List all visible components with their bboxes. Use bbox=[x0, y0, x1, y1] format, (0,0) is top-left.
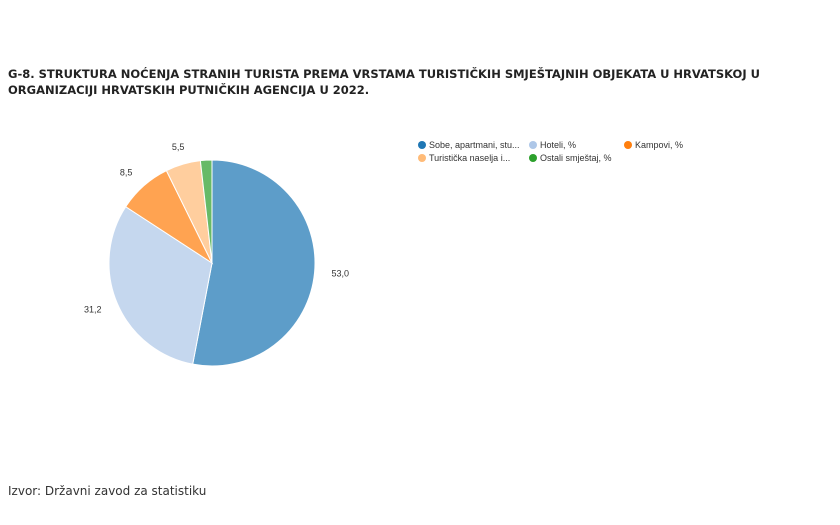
data-label: 5,5 bbox=[172, 142, 185, 152]
data-label: 53,0 bbox=[331, 269, 349, 279]
legend-label: Kampovi, % bbox=[635, 140, 684, 150]
pie-slice bbox=[192, 159, 316, 367]
legend-marker bbox=[624, 141, 632, 149]
chart-title: G-8. STRUKTURA NOĆENJA STRANIH TURISTA P… bbox=[8, 67, 760, 97]
legend-item[interactable]: Ostali smještaj, % bbox=[529, 153, 624, 163]
pie-slice bbox=[108, 206, 213, 365]
legend-marker bbox=[418, 154, 426, 162]
legend-item[interactable]: Turistička naselja i... bbox=[418, 153, 529, 163]
legend-marker bbox=[529, 141, 537, 149]
legend-label: Sobe, apartmani, stu... bbox=[429, 140, 520, 150]
legend-item[interactable]: Hoteli, % bbox=[529, 140, 624, 150]
legend-label: Ostali smještaj, % bbox=[540, 153, 612, 163]
data-label: 8,5 bbox=[120, 168, 133, 178]
legend-item[interactable]: Kampovi, % bbox=[624, 140, 683, 150]
legend-label: Turistička naselja i... bbox=[429, 153, 511, 163]
source-note: Izvor: Državni zavod za statistiku bbox=[8, 484, 207, 498]
data-label: 31,2 bbox=[84, 304, 102, 314]
legend-label: Hoteli, % bbox=[540, 140, 577, 150]
legend-item[interactable]: Sobe, apartmani, stu... bbox=[418, 140, 529, 150]
pie-slice bbox=[199, 159, 213, 264]
legend-marker bbox=[418, 141, 426, 149]
legend: Sobe, apartmani, stu... Hoteli, % Kampovi,… bbox=[418, 140, 683, 163]
legend-marker bbox=[529, 154, 537, 162]
